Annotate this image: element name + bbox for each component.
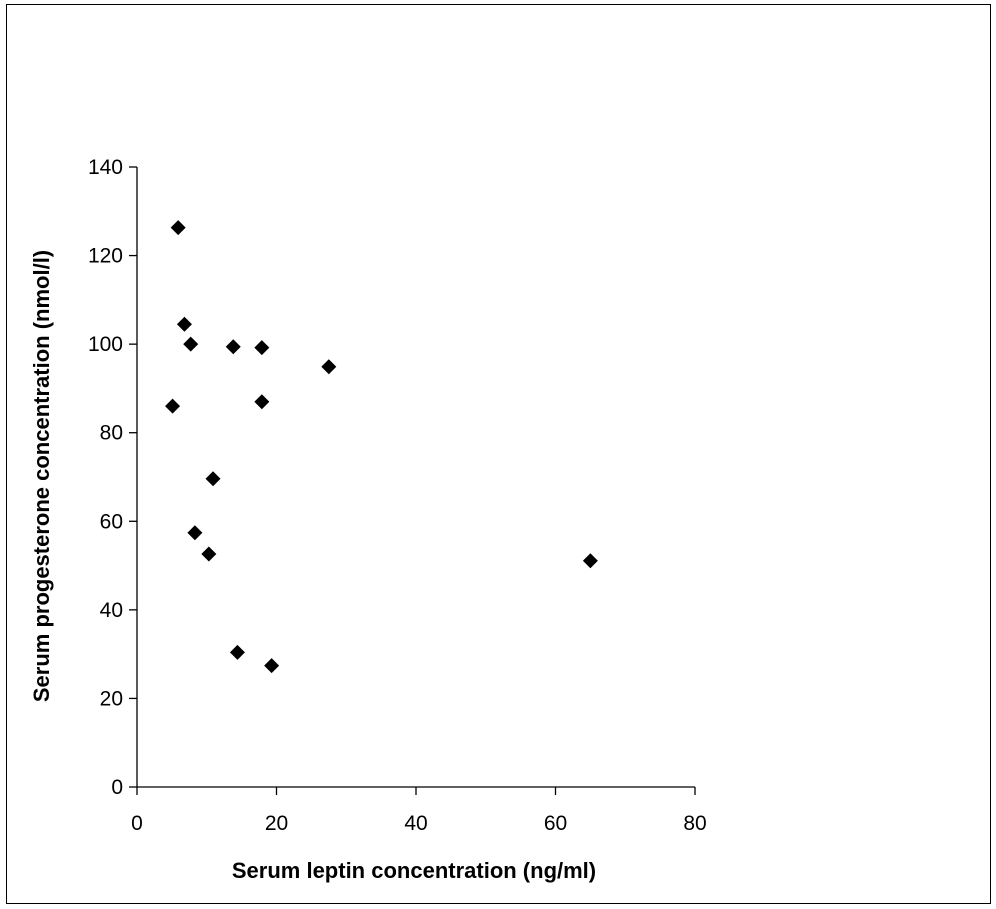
data-point bbox=[170, 220, 186, 236]
data-point bbox=[582, 553, 598, 569]
data-point bbox=[225, 339, 241, 355]
data-point bbox=[264, 658, 280, 674]
data-point bbox=[187, 525, 203, 541]
data-points bbox=[165, 220, 598, 674]
y-tick-label: 80 bbox=[100, 422, 123, 445]
x-tick-label: 20 bbox=[265, 812, 288, 835]
x-tick-label: 0 bbox=[131, 812, 143, 835]
y-tick-label: 120 bbox=[88, 245, 123, 268]
y-axis-title: Serum progesterone concentration (nmol/l… bbox=[29, 250, 54, 702]
data-point bbox=[205, 471, 221, 487]
data-point bbox=[201, 546, 217, 562]
data-point bbox=[229, 644, 245, 660]
y-tick-label: 40 bbox=[100, 599, 123, 622]
y-axis: 0 20 40 60 80 100 120 140 bbox=[88, 156, 138, 799]
x-tick-label: 80 bbox=[683, 812, 706, 835]
y-tick-label: 140 bbox=[88, 156, 123, 179]
data-point bbox=[254, 394, 270, 410]
data-point bbox=[321, 359, 337, 375]
data-point bbox=[183, 336, 199, 352]
x-tick-label: 40 bbox=[404, 812, 427, 835]
y-tick-label: 0 bbox=[111, 776, 123, 799]
x-axis-title: Serum leptin concentration (ng/ml) bbox=[232, 858, 596, 883]
y-tick-label: 100 bbox=[88, 333, 123, 356]
data-point bbox=[165, 398, 181, 414]
data-point bbox=[254, 340, 270, 356]
y-tick-label: 60 bbox=[100, 510, 123, 533]
data-point bbox=[176, 316, 192, 332]
y-tick-label: 20 bbox=[100, 687, 123, 710]
chart-frame bbox=[6, 4, 991, 904]
x-axis: 0 20 40 60 80 bbox=[131, 786, 707, 835]
x-tick-label: 60 bbox=[544, 812, 567, 835]
